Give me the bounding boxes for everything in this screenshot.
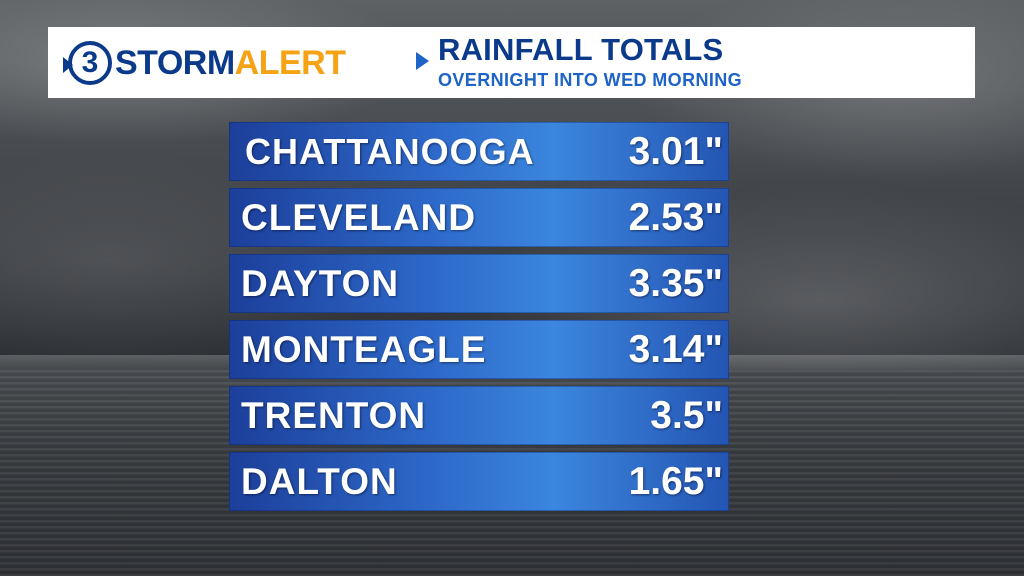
rainfall-row: MONTEAGLE 3.14"	[229, 320, 729, 379]
rainfall-row: TRENTON 3.5"	[229, 386, 729, 445]
rainfall-row: DAYTON 3.35"	[229, 254, 729, 313]
row-city-name: DALTON	[241, 461, 398, 502]
banner-title: RAINFALL TOTALS	[438, 32, 724, 67]
row-city-name: MONTEAGLE	[241, 329, 487, 370]
rainfall-list: CHATTANOOGA 3.01" CLEVELAND 2.53" DAYTON…	[229, 122, 729, 518]
play-triangle-icon	[416, 52, 429, 70]
row-rainfall-amount: 2.53"	[628, 196, 723, 239]
badge-arrow-icon	[63, 57, 73, 73]
banner-subtitle: OVERNIGHT INTO WED MORNING	[438, 70, 743, 90]
row-rainfall-amount: 3.35"	[628, 262, 723, 305]
row-rainfall-amount: 3.14"	[628, 328, 723, 371]
row-rainfall-amount: 1.65"	[628, 460, 723, 503]
storm-alert-logo: 3 STORM ALERT	[63, 40, 346, 86]
row-rainfall-amount: 3.01"	[628, 130, 723, 173]
rainfall-row: DALTON 1.65"	[229, 452, 729, 511]
channel-badge-icon: 3	[63, 41, 112, 85]
row-rainfall-amount: 3.5"	[650, 394, 723, 437]
row-city-name: DAYTON	[241, 263, 400, 304]
row-city-name: CLEVELAND	[241, 197, 477, 238]
rainfall-row: CLEVELAND 2.53"	[229, 188, 729, 247]
logo-word-storm: STORM	[115, 44, 235, 82]
rainfall-row: CHATTANOOGA 3.01"	[229, 122, 729, 181]
row-city-name: TRENTON	[241, 395, 427, 436]
logo-word-alert: ALERT	[234, 44, 346, 82]
channel-number: 3	[81, 46, 99, 79]
row-city-name: CHATTANOOGA	[245, 131, 535, 172]
header-banner: 3 STORM ALERT RAINFALL TOTALS OVERNIGHT …	[48, 27, 975, 98]
